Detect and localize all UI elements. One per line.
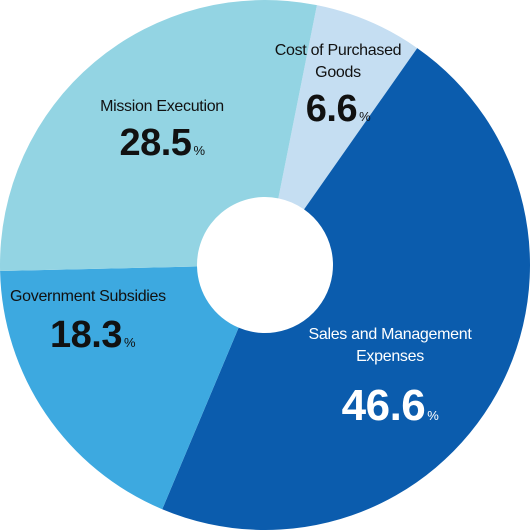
label-group: Government Subsidies 18.3%	[10, 286, 200, 364]
slice	[162, 48, 530, 530]
slice	[0, 266, 239, 510]
value-label-wrap: 46.6%	[290, 382, 490, 440]
unit: %	[427, 408, 439, 423]
unit: %	[193, 143, 205, 158]
category-label: Cost of Purchased Goods	[274, 42, 402, 81]
value-label: 46.6	[341, 381, 426, 430]
slice	[0, 0, 317, 272]
unit: %	[359, 109, 371, 124]
value-label: 6.6	[305, 88, 358, 130]
value-label-wrap: 28.5%	[72, 122, 252, 172]
value-label: 28.5	[119, 122, 192, 164]
label-group: Mission Execution 28.5%	[72, 96, 252, 172]
category-label: Government Subsidies	[10, 288, 166, 305]
unit: %	[123, 335, 136, 350]
value-label-wrap: 18.3%	[10, 314, 200, 364]
category-label: Mission Execution	[100, 98, 224, 115]
category-label: Sales and Management Expenses	[308, 326, 472, 365]
label-group: Cost of Purchased Goods 6.6%	[258, 40, 418, 138]
slice	[278, 5, 418, 210]
value-label: 18.3	[50, 314, 122, 356]
value-label-wrap: 6.6%	[258, 88, 418, 138]
label-group: Sales and Management Expenses 46.6%	[290, 324, 490, 440]
